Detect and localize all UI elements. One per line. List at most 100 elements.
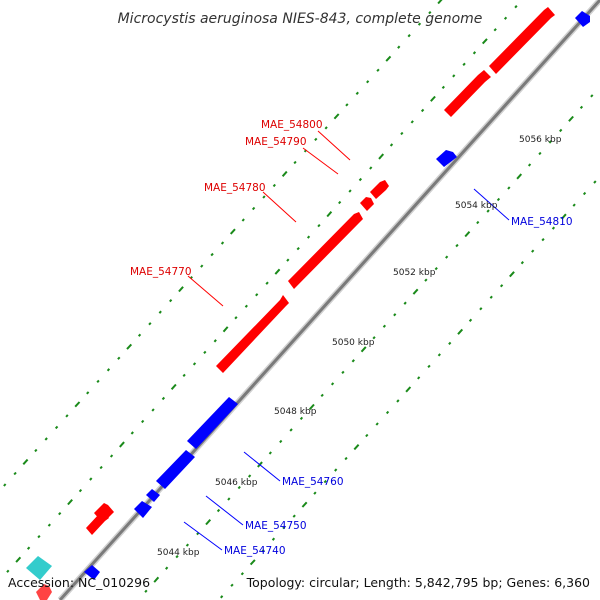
track-dot — [153, 576, 160, 583]
track-dot — [3, 483, 7, 487]
gene-feature-forward-c[interactable] — [94, 503, 114, 520]
leader-mae-54790 — [302, 147, 339, 175]
gene-label-mae-54790[interactable]: MAE_54790 — [245, 136, 307, 148]
track-dot — [531, 249, 535, 253]
tick-label: 5056 kbp — [519, 135, 562, 145]
track-dot — [358, 177, 363, 182]
track-dot — [306, 235, 311, 239]
track-dot — [165, 566, 169, 570]
gene-label-mae-54800[interactable]: MAE_54800 — [261, 119, 323, 131]
track-dot — [200, 264, 204, 268]
tick-label: 5054 kbp — [455, 201, 498, 211]
track-dot — [412, 288, 419, 295]
gene-feature-mae-54800[interactable] — [370, 180, 389, 199]
gene-feature-mae-54750[interactable] — [146, 489, 160, 502]
track-dot — [130, 431, 134, 435]
track-dot — [479, 307, 483, 311]
track-dot — [464, 231, 471, 238]
track-dot — [47, 523, 51, 527]
track-dot — [261, 549, 265, 553]
leader-mae-54770 — [187, 275, 224, 307]
track-dot — [445, 255, 449, 259]
track-dot — [548, 140, 552, 144]
track-dot — [353, 444, 360, 451]
track-dot — [441, 85, 445, 89]
gene-feature-cyan[interactable] — [26, 556, 52, 580]
track-dot — [496, 197, 501, 202]
track-dot — [220, 241, 225, 245]
gene-feature-mae-54740[interactable] — [134, 501, 152, 518]
track-dot — [141, 419, 145, 424]
gene-feature-top-reverse[interactable] — [575, 11, 590, 27]
track-dot — [268, 451, 272, 455]
track-dot — [344, 456, 348, 461]
track-dot — [22, 458, 29, 465]
gene-label-mae-54780[interactable]: MAE_54780 — [204, 182, 266, 194]
track-dot — [366, 80, 370, 84]
track-dot — [210, 252, 214, 257]
gene-feature-bottom-forward[interactable] — [36, 584, 52, 600]
track-dot — [237, 485, 241, 490]
gene-feature-mae-54780[interactable] — [288, 212, 363, 289]
gene-label-mae-54810[interactable]: MAE_54810 — [511, 216, 573, 228]
track-dot — [559, 128, 563, 133]
track-dot — [222, 326, 229, 333]
track-dot — [579, 105, 584, 109]
gene-feature-mae-54760-a[interactable] — [187, 397, 238, 449]
track-dot — [323, 479, 327, 484]
track-dot — [514, 5, 518, 9]
gene-feature-bottom-reverse[interactable] — [84, 565, 100, 580]
track-dot — [313, 491, 317, 495]
track-dot — [67, 499, 73, 506]
track-dot — [560, 213, 567, 220]
leader-mae-54750 — [205, 495, 244, 526]
track-dot — [216, 508, 221, 513]
track-dot — [351, 359, 355, 363]
tick-label: 5052 kbp — [393, 268, 436, 278]
track-dot — [582, 191, 587, 196]
track-dot — [348, 189, 352, 193]
track-dot — [324, 126, 328, 130]
gene-feature-top-forward[interactable] — [489, 7, 555, 74]
track-dot — [338, 200, 342, 205]
track-dot — [499, 284, 504, 288]
track-dot — [78, 488, 83, 493]
track-dot — [119, 441, 125, 448]
track-dot — [227, 497, 231, 501]
label-leaders — [183, 130, 510, 551]
gene-label-mae-54760[interactable]: MAE_54760 — [282, 476, 344, 488]
track-dot — [282, 526, 286, 530]
track-dot — [360, 346, 367, 353]
track-dot — [255, 293, 259, 297]
track-dot — [455, 243, 459, 248]
track-dot — [590, 94, 594, 98]
track-dot — [205, 519, 212, 526]
gene-label-mae-54750[interactable]: MAE_54750 — [245, 520, 307, 532]
gene-feature-mae-54810[interactable] — [436, 150, 457, 167]
track-dot — [279, 439, 283, 444]
gene-labels: MAE_54800 MAE_54790 MAE_54780 MAE_54770 … — [130, 119, 573, 557]
gene-label-mae-54770[interactable]: MAE_54770 — [130, 266, 192, 278]
track-dot — [299, 416, 304, 421]
gene-feature-mae-54770[interactable] — [216, 295, 289, 373]
track-dot — [417, 376, 421, 380]
track-dot — [397, 45, 401, 49]
summary-text: Topology: circular; Length: 5,842,795 bp… — [246, 575, 590, 590]
track-dot — [393, 313, 397, 317]
gene-feature-mae-54790[interactable] — [360, 197, 374, 211]
track-dot — [407, 34, 411, 38]
track-dot — [158, 310, 162, 314]
track-dot — [462, 62, 466, 66]
track-dot — [486, 209, 490, 213]
gene-label-mae-54740[interactable]: MAE_54740 — [224, 545, 286, 557]
track-dot — [593, 180, 597, 184]
track-dot — [403, 301, 407, 305]
track-dot — [472, 51, 477, 55]
track-dot — [6, 569, 10, 573]
track-dot — [274, 268, 281, 275]
gene-feature-forward-a[interactable] — [444, 70, 491, 117]
gene-feature-mae-54760-b[interactable] — [156, 450, 195, 489]
track-dot — [265, 281, 269, 285]
